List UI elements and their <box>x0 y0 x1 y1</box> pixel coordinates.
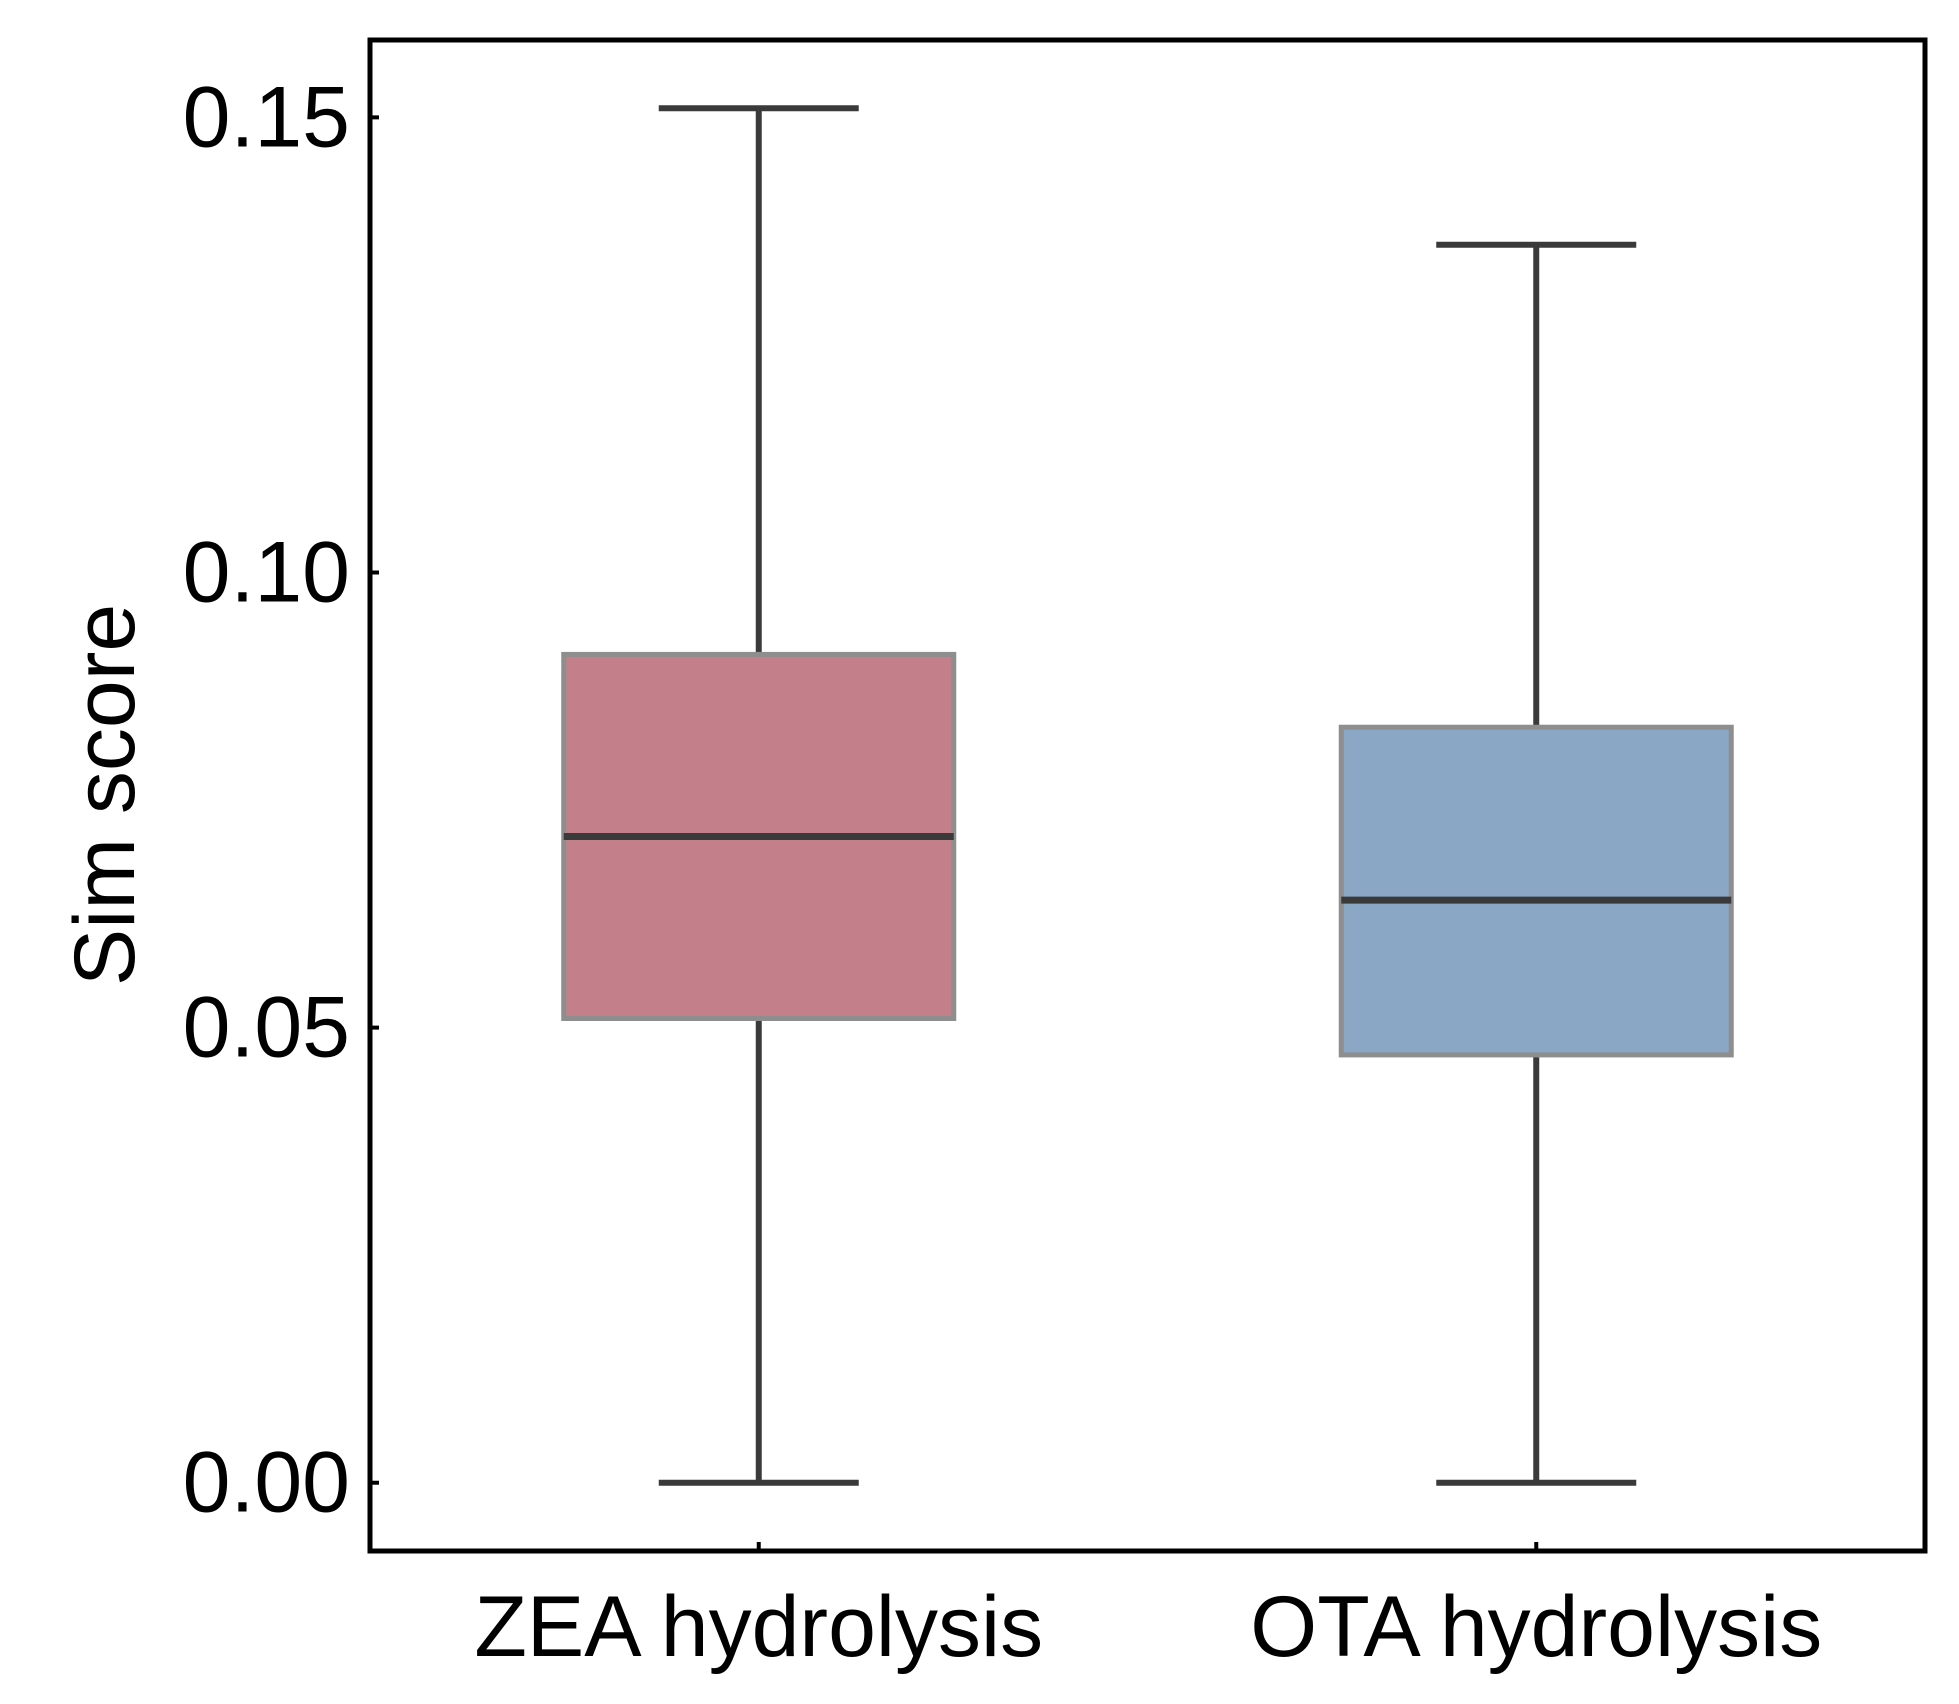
y-tick-label: 0.15 <box>183 69 350 165</box>
y-tick-label: 0.05 <box>183 980 350 1076</box>
y-tick-label: 0.00 <box>183 1435 350 1531</box>
x-tick-label: ZEA hydrolysis <box>474 1579 1043 1675</box>
y-axis-label: Sim score <box>57 604 153 986</box>
x-axis: ZEA hydrolysis OTA hydrolysis <box>474 1542 1822 1675</box>
x-tick-label: OTA hydrolysis <box>1250 1579 1822 1675</box>
y-tick-label: 0.10 <box>183 524 350 620</box>
plot-marks <box>561 105 1734 1486</box>
iqr-box <box>1338 724 1734 1058</box>
y-axis: 0.00 0.05 0.10 0.15 <box>183 69 379 1531</box>
box-group <box>561 105 957 1486</box>
plot-area-frame <box>367 37 1928 1554</box>
box-group <box>1338 241 1734 1486</box>
